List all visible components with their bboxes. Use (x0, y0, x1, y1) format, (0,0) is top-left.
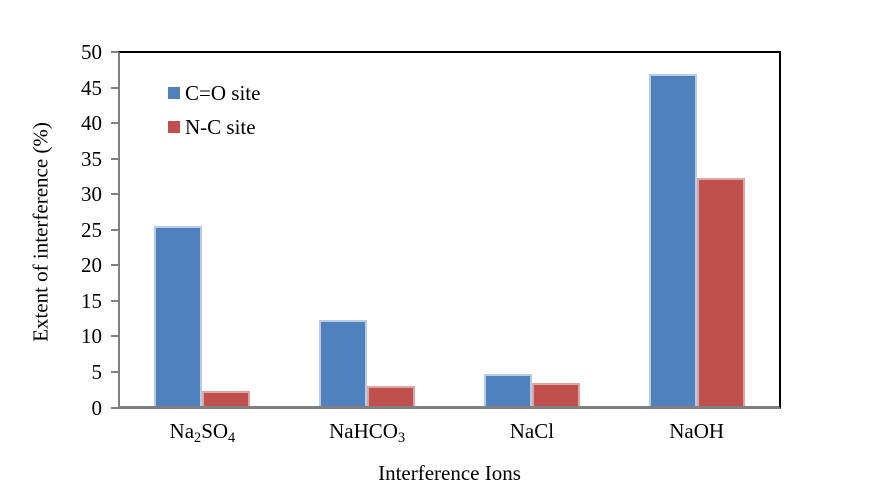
y-tick-mark (111, 157, 118, 160)
bar-c-o-site-2 (483, 374, 532, 406)
y-tick-mark (111, 370, 118, 373)
x-axis-title: Interference Ions (378, 461, 521, 485)
y-tick-label: 5 (91, 359, 103, 384)
legend-swatch-icon (168, 121, 180, 133)
legend-entry: C=O site (168, 82, 260, 104)
y-tick-mark (111, 406, 118, 409)
legend-label: C=O site (185, 81, 261, 105)
y-tick-mark (111, 228, 118, 231)
bar-n-c-site-2 (531, 382, 580, 406)
y-tick-label: 25 (81, 217, 102, 242)
legend-label: N-C site (185, 115, 256, 139)
bar-n-c-site-0 (202, 391, 251, 406)
y-tick-label: 35 (81, 146, 102, 171)
y-tick-mark (111, 299, 118, 302)
bar-c-o-site-3 (648, 74, 697, 406)
y-tick-label: 10 (81, 324, 102, 349)
y-tick-label: 0 (91, 395, 103, 420)
y-tick-label: 20 (81, 253, 102, 278)
x-category-label: Na2SO4 (169, 419, 236, 446)
y-tick-label: 30 (81, 182, 102, 207)
y-tick-mark (111, 335, 118, 338)
plot-area: C=O site N-C site (118, 51, 781, 409)
y-tick-label: 45 (81, 75, 102, 100)
x-category-label: NaHCO3 (329, 419, 406, 446)
bar-n-c-site-1 (367, 385, 416, 406)
y-tick-mark (111, 51, 118, 53)
y-tick-mark (111, 264, 118, 267)
legend-swatch-icon (168, 87, 180, 99)
y-tick-label: 50 (81, 40, 102, 64)
x-category-label: NaCl (509, 419, 555, 443)
bar-c-o-site-1 (319, 319, 368, 406)
legend-entry: N-C site (168, 116, 260, 138)
y-tick-label: 40 (81, 111, 102, 136)
bar-n-c-site-3 (696, 177, 745, 406)
y-tick-label: 15 (81, 288, 102, 313)
y-tick-mark (111, 86, 118, 89)
bar-c-o-site-0 (154, 225, 203, 406)
legend: C=O site N-C site (168, 82, 260, 138)
y-tick-mark (111, 193, 118, 196)
x-category-label: NaOH (669, 419, 725, 443)
y-tick-mark (111, 122, 118, 125)
